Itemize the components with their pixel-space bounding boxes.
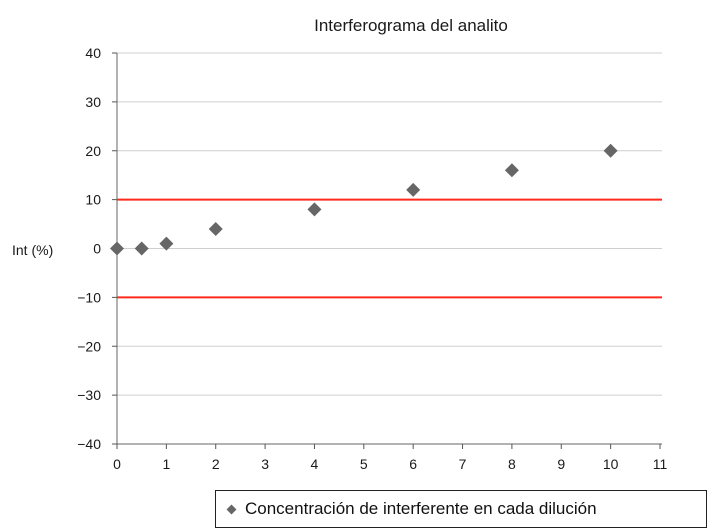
y-tick-label: 10	[85, 192, 101, 208]
y-tick-label: 20	[85, 143, 101, 159]
y-tick-labels: 40 30 20 10 0 −10 −20 −30 −40	[77, 45, 101, 452]
data-point	[603, 143, 618, 158]
x-tick-label: 6	[409, 456, 417, 472]
x-tick-label: 7	[459, 456, 467, 472]
y-tick-label: 0	[93, 241, 101, 257]
data-point	[159, 236, 174, 251]
x-tick-label: 8	[508, 456, 516, 472]
data-point	[504, 163, 519, 178]
axes	[116, 53, 662, 449]
y-tick-label: 40	[85, 45, 101, 61]
x-tick-label: 11	[653, 456, 668, 472]
y-tick-label: −30	[77, 387, 101, 403]
x-tick-label: 5	[360, 456, 368, 472]
chart: Interferograma del analito Int (%) 40302…	[12, 16, 667, 472]
x-tick-labels: 0 1 2 3 4 5 6 7 8 9 10 11	[113, 456, 667, 472]
y-tick-label: −20	[77, 338, 101, 354]
x-tick-label: 0	[113, 456, 121, 472]
data-point	[134, 241, 149, 256]
x-tick-label: 4	[311, 456, 319, 472]
x-tick-label: 10	[603, 456, 619, 472]
y-axis-label: Int (%)	[12, 242, 53, 258]
x-tick-label: 3	[261, 456, 269, 472]
y-tick-label: 30	[85, 94, 101, 110]
legend: Concentración de interferente en cada di…	[215, 490, 707, 528]
reference-lines	[117, 198, 662, 299]
data-point	[208, 221, 223, 236]
x-tick-label: 9	[557, 456, 565, 472]
y-tick-label: −10	[77, 289, 101, 305]
data-point	[406, 182, 421, 197]
data-point	[307, 202, 322, 217]
x-tick-label: 1	[162, 456, 170, 472]
gridlines	[112, 52, 662, 445]
legend-diamond-icon	[226, 504, 237, 514]
data-points	[110, 143, 618, 256]
y-tick-label: −40	[77, 436, 101, 452]
x-tick-label: 2	[212, 456, 220, 472]
legend-label: Concentración de interferente en cada di…	[245, 499, 597, 518]
data-point	[110, 241, 124, 256]
chart-title: Interferograma del analito	[314, 16, 508, 35]
